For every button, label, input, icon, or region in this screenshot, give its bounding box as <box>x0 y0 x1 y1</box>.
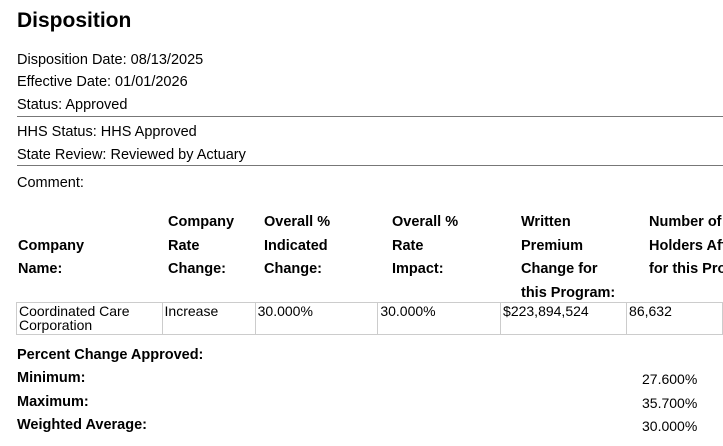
maximum-value: 35.700% <box>642 395 698 411</box>
status: Status: Approved <box>17 97 128 113</box>
divider <box>17 165 723 166</box>
cell-indicated-change: 30.000% <box>254 302 379 335</box>
minimum-value: 27.600% <box>642 371 698 387</box>
header-written-premium: Written Premium Change for this Program: <box>521 214 616 301</box>
rate-table: Coordinated Care Corporation Increase 30… <box>16 302 723 335</box>
maximum-label: Maximum: <box>17 394 89 410</box>
hhs-status: HHS Status: HHS Approved <box>17 124 197 140</box>
table-row: Coordinated Care Corporation Increase 30… <box>16 302 723 335</box>
header-rate-impact: Overall % Rate Impact: <box>392 214 459 277</box>
header-rate-change: Company Rate Change: <box>168 214 235 277</box>
cell-rate-impact: 30.000% <box>377 302 502 335</box>
divider <box>17 116 723 117</box>
weighted-average-value: 30.000% <box>642 418 698 434</box>
header-policy-holders: Number of PolicyHolders Affectedfor this… <box>649 214 723 277</box>
comment: Comment: <box>17 175 84 191</box>
percent-change-heading: Percent Change Approved: <box>17 347 204 363</box>
disposition-date: Disposition Date: 08/13/2025 <box>17 52 204 68</box>
cell-company: Coordinated Care Corporation <box>16 302 163 335</box>
header-indicated-change: Overall % Indicated Change: <box>264 214 331 277</box>
effective-date: Effective Date: 01/01/2026 <box>17 74 188 90</box>
cell-policy-holders: 86,632 <box>626 302 723 335</box>
weighted-average-label: Weighted Average: <box>17 417 147 433</box>
cell-rate-change: Increase <box>161 302 256 335</box>
header-company-name: Company Name: <box>18 237 85 278</box>
page-title: Disposition <box>17 9 132 32</box>
minimum-label: Minimum: <box>17 370 86 386</box>
state-review: State Review: Reviewed by Actuary <box>17 147 246 163</box>
cell-written-premium: $223,894,524 <box>500 302 628 335</box>
